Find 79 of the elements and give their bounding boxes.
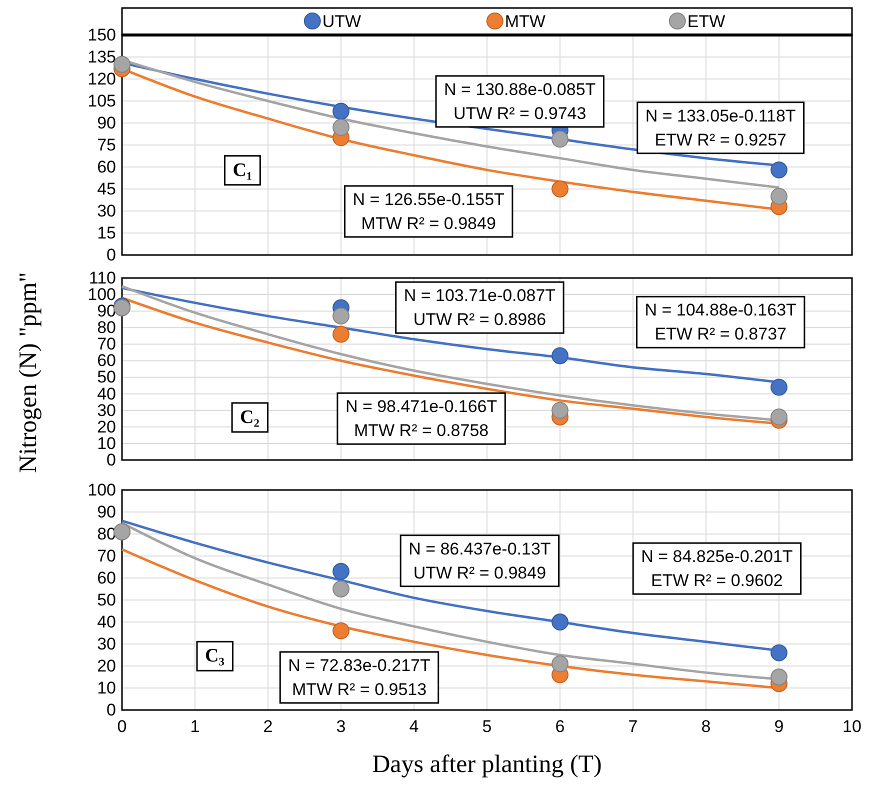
y-tick-label: 45	[97, 179, 116, 198]
annotation: N = 103.71e-0.087T UTW R² = 0.8986	[404, 286, 556, 330]
y-tick-label: 10	[97, 678, 116, 698]
y-tick-label: 30	[97, 634, 116, 654]
y-tick-label: 80	[97, 318, 116, 338]
point	[552, 402, 568, 419]
y-tick-label: 0	[106, 450, 116, 470]
y-tick-label: 40	[97, 384, 116, 404]
y-tick-label: 135	[88, 47, 116, 66]
y-axis-title: Nitrogen (N) "ppm"	[15, 272, 42, 473]
y-tick-label: 90	[97, 502, 116, 522]
annotation: C₁	[232, 160, 252, 181]
point	[332, 102, 350, 120]
y-tick-label: 15	[97, 223, 116, 242]
annotation: N = 84.825e-0.201T ETW R² = 0.9602	[641, 547, 793, 590]
y-tick-label: 70	[97, 546, 116, 566]
point	[552, 130, 568, 148]
x-tick-label: 4	[409, 717, 419, 736]
y-tick-label: 110	[88, 268, 116, 288]
y-tick-label: 150	[88, 25, 116, 44]
y-tick-label: 20	[97, 417, 116, 436]
point	[332, 580, 350, 598]
point	[332, 326, 350, 343]
annotation: N = 126.55e-0.155T MTW R² = 0.9849	[352, 190, 504, 233]
x-axis-title: Days after planting (T)	[372, 751, 602, 778]
legend-label: ETW	[687, 12, 726, 31]
y-tick-label: 75	[97, 135, 116, 154]
y-tick-label: 120	[88, 69, 116, 88]
point	[770, 668, 788, 686]
point	[114, 56, 130, 73]
annotation: C₂	[240, 406, 260, 428]
y-tick-label: 30	[97, 201, 116, 220]
y-tick-label: 0	[106, 700, 116, 720]
y-tick-label: 40	[97, 612, 116, 632]
point	[552, 347, 568, 364]
y-tick-label: 100	[88, 480, 116, 500]
y-tick-label: 70	[97, 334, 116, 354]
x-tick-label: 1	[190, 717, 200, 736]
annotation: N = 133.05e-0.118T ETW R² = 0.9257	[645, 106, 796, 150]
y-tick-label: 100	[88, 284, 116, 304]
y-tick-label: 60	[97, 351, 116, 370]
point	[332, 622, 350, 640]
point	[552, 180, 568, 198]
y-tick-label: 60	[97, 568, 116, 588]
annotation: N = 98.471e-0.166T MTW R² = 0.8758	[345, 397, 498, 440]
y-tick-label: 50	[97, 590, 116, 610]
y-tick-label: 50	[97, 368, 116, 387]
annotation: N = 130.88e-0.085T UTW R² = 0.9743	[444, 80, 596, 123]
y-tick-label: 60	[97, 157, 116, 176]
point	[770, 408, 788, 426]
x-tick-label: 7	[628, 717, 638, 736]
y-tick-label: 0	[106, 245, 116, 264]
point	[770, 161, 788, 178]
point	[332, 308, 350, 325]
annotation: N = 72.83e-0.217T MTW R² = 0.9513	[288, 656, 430, 699]
point	[770, 188, 788, 205]
x-tick-label: 6	[555, 717, 565, 736]
annotation: C₃	[205, 646, 225, 667]
legend-label: UTW	[322, 12, 362, 31]
x-tick-label: 9	[774, 717, 784, 736]
point	[332, 562, 350, 580]
y-tick-label: 20	[97, 656, 116, 676]
point	[552, 614, 568, 630]
x-tick-label: 5	[482, 717, 492, 736]
annotation: N = 104.88e-0.163T ETW R² = 0.8737	[644, 300, 796, 344]
point	[552, 655, 568, 672]
x-tick-label: 3	[336, 717, 346, 736]
y-tick-label: 90	[97, 113, 116, 132]
annotation: N = 86.437e-0.13T UTW R² = 0.9849	[408, 539, 551, 582]
point	[332, 118, 350, 136]
x-tick-label: 8	[701, 717, 711, 736]
point	[770, 644, 788, 662]
y-tick-label: 30	[97, 400, 116, 420]
point	[770, 378, 788, 396]
x-tick-label: 10	[842, 717, 862, 736]
legend-label: MTW	[504, 12, 546, 31]
x-tick-label: 2	[263, 717, 273, 736]
y-tick-label: 105	[88, 91, 116, 110]
y-tick-label: 10	[97, 434, 116, 453]
